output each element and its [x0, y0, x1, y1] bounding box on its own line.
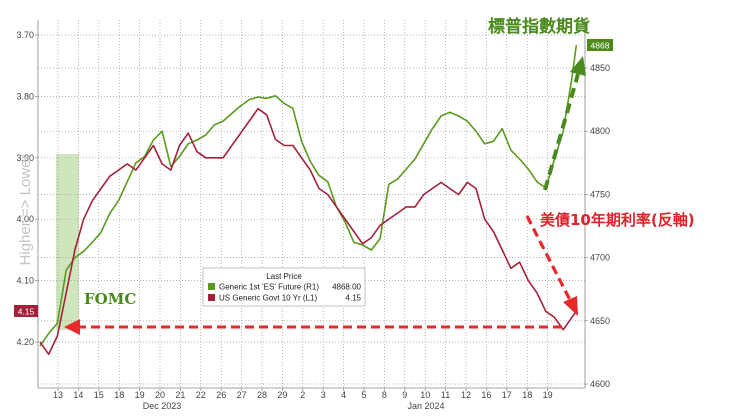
- right-tick-label: 4700: [590, 253, 610, 263]
- series-line-es-future: [39, 45, 578, 347]
- es-last-badge: [587, 39, 613, 51]
- x-tick-label: 18: [114, 390, 124, 400]
- x-tick-label: 10: [420, 390, 430, 400]
- es-annotation: 標普指數期貨: [488, 16, 590, 37]
- x-tick-label: 21: [175, 390, 185, 400]
- x-tick-label: 15: [94, 390, 104, 400]
- legend-value-es: 4868.00: [332, 283, 361, 292]
- x-tick-label: 26: [216, 390, 226, 400]
- x-tick-label: 22: [196, 390, 206, 400]
- fomc-highlight-band: [56, 154, 79, 330]
- x-tick-label: 20: [155, 390, 165, 400]
- x-month-label-dec: Dec 2023: [143, 401, 182, 411]
- fomc-label: FOMC: [84, 290, 136, 308]
- x-tick-label: 11: [441, 390, 450, 400]
- x-tick-label: 17: [502, 390, 512, 400]
- yield-arrow-line: [525, 215, 572, 301]
- es-last-badge-text: 4868: [591, 41, 610, 51]
- left-tick-label: 3.70: [16, 30, 34, 40]
- x-tick-label: 13: [53, 390, 63, 400]
- es-arrow-line: [543, 73, 580, 191]
- x-tick-label: 16: [481, 390, 491, 400]
- x-tick-label: 9: [402, 390, 407, 400]
- x-month-label-jan: Jan 2024: [407, 401, 444, 411]
- x-tick-label: 8: [382, 390, 387, 400]
- legend-entry-es: Generic 1st 'ES' Future (R1): [219, 283, 319, 292]
- x-tick-label: 5: [361, 390, 366, 400]
- legend: Last Price Generic 1st 'ES' Future (R1) …: [202, 267, 366, 307]
- x-tick-label: 18: [522, 390, 532, 400]
- left-tick-label: 4.00: [16, 214, 34, 224]
- legend-box: [202, 267, 366, 307]
- fomc-level-arrow-head: [64, 319, 80, 335]
- yield-last-badge: [14, 305, 38, 317]
- x-tick-label: 2: [300, 390, 305, 400]
- x-tick-label: 29: [277, 390, 287, 400]
- legend-entry-yield: US Generic Govt 10 Yr (L1): [219, 294, 317, 303]
- left-tick-label: 3.90: [16, 153, 34, 163]
- left-tick-label: 3.80: [16, 91, 34, 101]
- x-tick-label: 27: [237, 390, 247, 400]
- legend-swatch-yield: [208, 294, 215, 301]
- x-tick-label: 12: [461, 390, 471, 400]
- left-tick-label: 4.10: [16, 276, 34, 286]
- x-tick-label: 4: [341, 390, 346, 400]
- es-arrow-head: [570, 56, 586, 76]
- right-tick-label: 4650: [590, 316, 610, 326]
- left-axis-ticks: 3.70 3.80 3.90 4.00 4.10 4.20: [16, 30, 38, 347]
- yield-arrow-head: [563, 296, 578, 316]
- right-tick-label: 4800: [590, 126, 610, 136]
- x-tick-label: 28: [257, 390, 267, 400]
- legend-swatch-es: [208, 283, 215, 290]
- x-tick-label: 3: [321, 390, 326, 400]
- x-tick-label: 14: [73, 390, 83, 400]
- legend-value-yield: 4.15: [345, 294, 361, 303]
- right-tick-label: 4850: [590, 63, 610, 73]
- right-tick-label: 4750: [590, 189, 610, 199]
- yield-last-badge-text: 4.15: [18, 307, 35, 317]
- x-axis-ticks: 13 14 15 18 19 20 21 22 26 27 28 29 2 3 4 5 8 9 10 11 12 16 17…: [53, 388, 553, 400]
- yield-annotation: 美債10年期利率(反軸): [540, 211, 695, 229]
- series-line-us-10yr: [39, 107, 577, 356]
- legend-title: Last Price: [266, 272, 302, 281]
- left-axis-label: Higher => Lower: [17, 155, 34, 266]
- x-tick-label: 19: [543, 390, 553, 400]
- left-tick-label: 4.20: [16, 337, 34, 347]
- gridlines: [38, 20, 585, 388]
- x-tick-label: 19: [135, 390, 145, 400]
- right-tick-label: 4600: [590, 379, 610, 389]
- right-axis-ticks: 4850 4800 4750 4700 4650 4600: [585, 63, 610, 389]
